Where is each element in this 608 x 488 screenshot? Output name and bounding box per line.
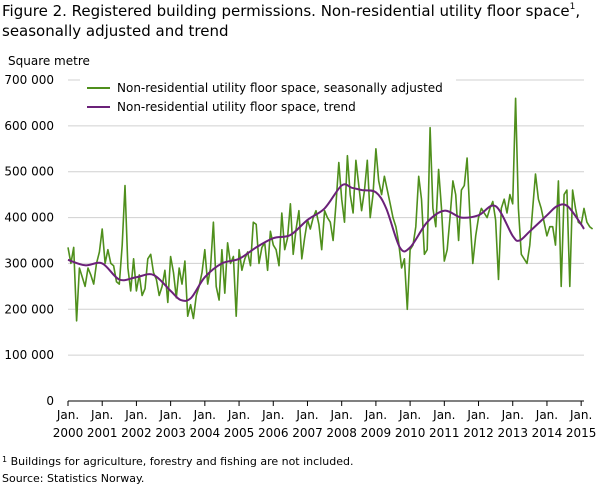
y-axis-ticks: 0 100 000 200 000 300 000 400 000 500 000 600 … bbox=[4, 73, 54, 408]
x-axis-ticks: Jan. 2000 Jan. 2001 Jan. 2002 Jan. 2003 Jan. 2004… bbox=[53, 401, 597, 440]
x-tick-label-month: Jan. bbox=[398, 408, 421, 422]
y-tick-label: 600 000 bbox=[4, 119, 54, 133]
title-footnote-marker: 1 bbox=[569, 2, 576, 12]
x-tick-label-month: Jan. bbox=[535, 408, 558, 422]
x-tick-label-year: 2000 bbox=[53, 426, 84, 440]
source-note: Source: Statistics Norway. bbox=[2, 472, 145, 485]
y-tick-label: 100 000 bbox=[4, 348, 54, 362]
title-text: Figure 2. Registered building permission… bbox=[2, 2, 570, 20]
x-tick-label-month: Jan. bbox=[295, 408, 318, 422]
x-tick-label-year: 2004 bbox=[190, 426, 221, 440]
y-tick-label: 400 000 bbox=[4, 211, 54, 225]
y-tick-label: 500 000 bbox=[4, 165, 54, 179]
series-lines bbox=[67, 97, 594, 322]
x-tick-label-month: Jan. bbox=[124, 408, 147, 422]
footnote-marker: 1 bbox=[2, 455, 8, 464]
legend-label: Non-residential utility floor space, tre… bbox=[117, 100, 356, 114]
y-tick-label: 200 000 bbox=[4, 302, 54, 316]
x-tick-label-month: Jan. bbox=[193, 408, 216, 422]
x-tick-label-year: 2014 bbox=[532, 426, 563, 440]
x-tick-label-year: 2003 bbox=[155, 426, 186, 440]
series-line-seasonally-adjusted bbox=[67, 97, 594, 322]
x-tick-label-year: 2009 bbox=[361, 426, 392, 440]
y-axis-label: Square metre bbox=[8, 54, 90, 68]
title-suffix: , seasonally adjusted and trend bbox=[2, 2, 581, 40]
x-tick-label-month: Jan. bbox=[330, 408, 353, 422]
x-tick-label-year: 2007 bbox=[292, 426, 323, 440]
footnote-text: Buildings for agriculture, forestry and … bbox=[10, 455, 354, 468]
x-tick-label-year: 2010 bbox=[395, 426, 426, 440]
legend-box bbox=[80, 78, 456, 118]
x-tick-label-month: Jan. bbox=[466, 408, 489, 422]
legend-label: Non-residential utility floor space, sea… bbox=[117, 81, 443, 95]
x-tick-label-month: Jan. bbox=[158, 408, 181, 422]
series-line-trend bbox=[67, 183, 585, 302]
x-tick-label-month: Jan. bbox=[432, 408, 455, 422]
y-tick-label: 300 000 bbox=[4, 256, 54, 270]
x-tick-label-month: Jan. bbox=[569, 408, 592, 422]
x-tick-label-month: Jan. bbox=[364, 408, 387, 422]
x-tick-label-month: Jan. bbox=[90, 408, 113, 422]
x-tick-label-month: Jan. bbox=[56, 408, 79, 422]
x-tick-label-year: 2013 bbox=[497, 426, 528, 440]
line-chart: 0 100 000 200 000 300 000 400 000 500 000 600 … bbox=[4, 73, 597, 440]
grid-lines bbox=[68, 79, 584, 402]
x-tick-label-month: Jan. bbox=[501, 408, 524, 422]
y-tick-label: 700 000 bbox=[4, 73, 54, 87]
x-tick-label-month: Jan. bbox=[227, 408, 250, 422]
x-tick-label-month: Jan. bbox=[261, 408, 284, 422]
x-tick-label-year: 2012 bbox=[463, 426, 494, 440]
legend: Non-residential utility floor space, sea… bbox=[80, 78, 456, 118]
x-tick-label-year: 2001 bbox=[87, 426, 118, 440]
footnote: 1 Buildings for agriculture, forestry an… bbox=[2, 455, 353, 468]
x-tick-label-year: 2015 bbox=[566, 426, 597, 440]
y-tick-label: 0 bbox=[46, 394, 54, 408]
x-tick-label-year: 2002 bbox=[121, 426, 152, 440]
x-tick-label-year: 2005 bbox=[224, 426, 255, 440]
x-tick-label-year: 2008 bbox=[326, 426, 357, 440]
x-tick-label-year: 2011 bbox=[429, 426, 460, 440]
x-tick-label-year: 2006 bbox=[258, 426, 289, 440]
chart-title: Figure 2. Registered building permission… bbox=[2, 1, 602, 41]
